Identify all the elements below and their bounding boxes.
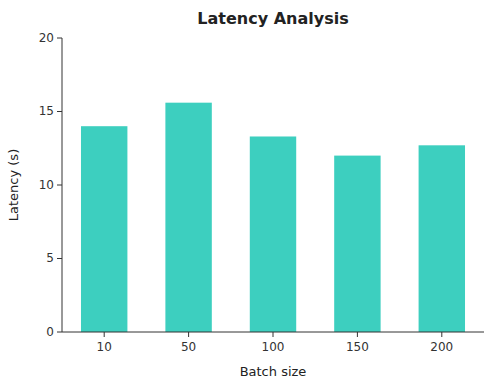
y-tick-label: 0 [46, 325, 54, 339]
x-tick [273, 332, 274, 337]
x-tick-label: 200 [430, 340, 453, 354]
y-tick [57, 111, 62, 112]
x-tick-label: 150 [346, 340, 369, 354]
bar [334, 156, 380, 332]
axes: 0 5 10 15 20 10 50 100 150 200 [39, 31, 484, 355]
bars [81, 103, 465, 332]
y-tick [57, 258, 62, 259]
chart-svg: 0 5 10 15 20 10 50 100 150 200 Latency Analysis Bat… [0, 0, 500, 390]
x-tick-label: 10 [97, 340, 112, 354]
bar [165, 103, 211, 332]
y-tick-label: 5 [46, 251, 54, 265]
y-tick-label: 10 [39, 178, 54, 192]
x-tick-label: 50 [181, 340, 196, 354]
x-axis-label: Batch size [240, 364, 307, 379]
x-tick-label: 100 [262, 340, 285, 354]
title: Latency Analysis [197, 9, 348, 28]
x-tick [357, 332, 358, 337]
bar [81, 126, 127, 332]
y-tick [57, 332, 62, 333]
x-tick [104, 332, 105, 337]
x-tick [441, 332, 442, 337]
y-tick [57, 185, 62, 186]
y-axis-label: Latency (s) [6, 149, 21, 221]
y-tick-label: 20 [39, 31, 54, 45]
x-tick [188, 332, 189, 337]
bar [250, 136, 296, 332]
y-tick-label: 15 [39, 104, 54, 118]
y-tick [57, 38, 62, 39]
chart-container: 0 5 10 15 20 10 50 100 150 200 Latency Analysis Bat… [0, 0, 500, 390]
bar [419, 145, 465, 332]
